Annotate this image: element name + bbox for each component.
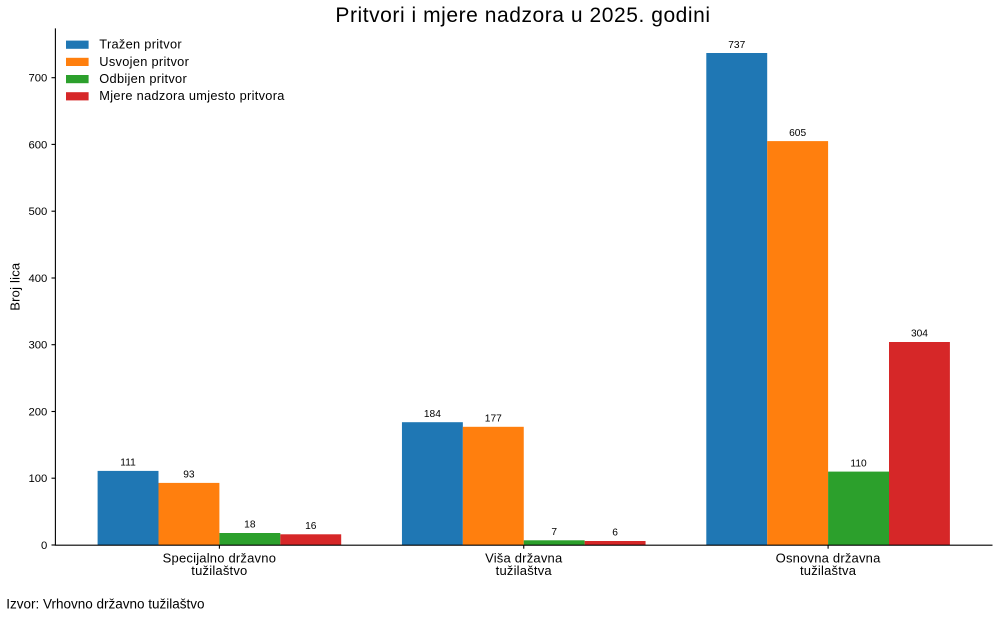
- svg-text:605: 605: [789, 128, 806, 139]
- svg-text:Viša državna: Viša državna: [485, 550, 563, 565]
- svg-text:93: 93: [183, 470, 195, 481]
- svg-text:tužilaštva: tužilaštva: [496, 563, 553, 578]
- svg-text:Mjere nadzora umjesto pritvora: Mjere nadzora umjesto pritvora: [99, 88, 285, 103]
- svg-text:304: 304: [911, 329, 928, 340]
- svg-text:Broj lica: Broj lica: [8, 262, 23, 311]
- svg-text:400: 400: [28, 273, 47, 285]
- svg-text:16: 16: [305, 521, 317, 532]
- svg-text:600: 600: [28, 139, 47, 151]
- svg-text:300: 300: [28, 340, 47, 352]
- svg-text:177: 177: [485, 414, 502, 425]
- svg-text:Usvojen pritvor: Usvojen pritvor: [99, 54, 189, 69]
- svg-text:Specijalno državno: Specijalno državno: [163, 550, 276, 565]
- svg-text:Izvor: Vrhovno državno tužilaš: Izvor: Vrhovno državno tužilaštvo: [6, 597, 204, 612]
- svg-text:Osnovna državna: Osnovna državna: [776, 550, 881, 565]
- svg-text:184: 184: [424, 409, 441, 420]
- svg-text:100: 100: [28, 473, 47, 485]
- svg-text:tužilaštva: tužilaštva: [800, 563, 857, 578]
- svg-text:700: 700: [28, 73, 47, 85]
- svg-text:110: 110: [850, 458, 867, 469]
- svg-text:111: 111: [120, 458, 136, 469]
- svg-text:Tražen pritvor: Tražen pritvor: [99, 37, 182, 52]
- svg-text:7: 7: [551, 527, 557, 538]
- svg-text:tužilaštvo: tužilaštvo: [191, 563, 247, 578]
- svg-text:0: 0: [41, 540, 47, 552]
- svg-text:500: 500: [28, 206, 47, 218]
- svg-text:6: 6: [612, 528, 618, 539]
- svg-text:Odbijen pritvor: Odbijen pritvor: [99, 71, 187, 86]
- svg-text:18: 18: [244, 520, 256, 531]
- svg-text:Pritvori i mjere nadzora u 202: Pritvori i mjere nadzora u 2025. godini: [335, 4, 710, 27]
- svg-text:200: 200: [28, 406, 47, 418]
- svg-text:737: 737: [728, 40, 745, 51]
